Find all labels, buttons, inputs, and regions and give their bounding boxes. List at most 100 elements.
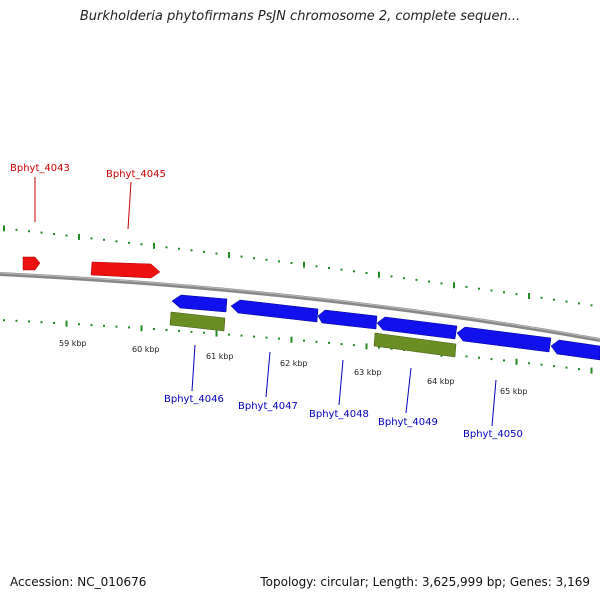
- lower-tick-12: [153, 328, 155, 331]
- upper-tick-38: [478, 287, 480, 290]
- lower-tick-37: [465, 355, 468, 358]
- lower-tick-42: [528, 362, 530, 365]
- leader-bphyt-4048: [338, 359, 344, 406]
- forward-gene-labels: Bphyt_4043 Bphyt_4045: [10, 163, 166, 230]
- tick-label-61: 61 kbp: [206, 352, 234, 361]
- gene-bphyt-4043-arrow[interactable]: [22, 256, 41, 271]
- reverse-genes: [171, 294, 600, 361]
- rna-features: [169, 311, 457, 358]
- label-bphyt-4050[interactable]: Bphyt_4050: [463, 429, 523, 440]
- upper-tick-36: [453, 282, 455, 289]
- gene-bphyt-4049-arrow[interactable]: [456, 326, 552, 353]
- upper-tick-30: [378, 271, 380, 278]
- gene-bphyt-4048-arrow[interactable]: [376, 316, 458, 340]
- upper-tick-12: [153, 242, 155, 249]
- label-bphyt-4045[interactable]: Bphyt_4045: [106, 169, 166, 180]
- lower-tick-4: [53, 321, 55, 324]
- upper-tick-22: [278, 260, 280, 263]
- upper-tick-11: [140, 243, 143, 246]
- upper-tick-46: [578, 302, 580, 305]
- lower-tick-23: [290, 336, 293, 343]
- upper-tick-34: [428, 280, 430, 283]
- topology-summary: Topology: circular; Length: 3,625,999 bp…: [260, 575, 590, 589]
- lower-tick-6: [78, 323, 80, 326]
- lower-tick-28: [353, 344, 355, 347]
- label-bphyt-4043[interactable]: Bphyt_4043: [10, 163, 70, 174]
- upper-tick-19: [240, 255, 243, 258]
- tick-label-62: 62 kbp: [280, 359, 308, 368]
- lower-tick-8: [103, 324, 105, 327]
- map-title: Burkholderia phytofirmans PsJN chromosom…: [79, 9, 521, 24]
- lower-tick-44: [553, 365, 555, 368]
- upper-tick-26: [328, 267, 330, 269]
- upper-tick-0: [3, 225, 5, 232]
- upper-tick-5: [65, 234, 68, 237]
- rna-feature-2[interactable]: [373, 332, 457, 358]
- lower-tick-29: [365, 343, 368, 350]
- lower-tick-14: [178, 329, 180, 332]
- upper-tick-14: [178, 247, 180, 250]
- upper-tick-45: [565, 300, 568, 303]
- upper-tick-32: [403, 277, 405, 280]
- label-bphyt-4047[interactable]: Bphyt_4047: [238, 401, 298, 412]
- leader-bphyt-4050: [491, 379, 497, 427]
- chromosome-backbone: [0, 272, 600, 342]
- upper-tick-37: [465, 285, 468, 288]
- upper-tick-40: [503, 291, 505, 294]
- upper-tick-29: [365, 272, 368, 274]
- upper-tick-3: [40, 231, 43, 234]
- label-bphyt-4046[interactable]: Bphyt_4046: [164, 394, 224, 405]
- upper-tick-42: [528, 293, 530, 299]
- upper-tick-9: [115, 240, 118, 243]
- gene-bphyt-4046-arrow[interactable]: [171, 294, 228, 313]
- lower-tick-26: [328, 341, 330, 344]
- upper-tick-44: [553, 298, 555, 301]
- gene-bphyt-4047b-arrow[interactable]: [317, 309, 378, 330]
- tick-label-65: 65 kbp: [500, 387, 528, 396]
- gene-bphyt-4045-arrow[interactable]: [90, 261, 161, 279]
- lower-tick-40: [503, 359, 505, 362]
- upper-tick-row: [3, 225, 593, 307]
- leader-bphyt-4047: [265, 351, 271, 398]
- upper-tick-18: [228, 252, 230, 258]
- lower-tick-22: [278, 337, 280, 340]
- gene-bphyt-4050-arrow[interactable]: [550, 339, 600, 361]
- label-bphyt-4049[interactable]: Bphyt_4049: [378, 417, 438, 428]
- upper-tick-27: [340, 268, 343, 271]
- rna-feature-1[interactable]: [169, 311, 226, 332]
- leader-bphyt-4045: [127, 181, 132, 230]
- gene-bphyt-4047-arrow[interactable]: [230, 299, 319, 323]
- upper-tick-10: [128, 241, 130, 244]
- upper-tick-24: [303, 261, 305, 268]
- upper-tick-13: [165, 246, 168, 249]
- upper-tick-21: [265, 258, 268, 261]
- upper-tick-25: [315, 265, 318, 268]
- upper-tick-39: [490, 289, 493, 292]
- upper-tick-15: [190, 249, 193, 252]
- upper-tick-7: [90, 237, 93, 240]
- lower-tick-9: [115, 325, 118, 328]
- lower-tick-0: [3, 319, 5, 322]
- lower-tick-39: [490, 358, 493, 361]
- lower-tick-31: [390, 347, 393, 350]
- lower-tick-7: [90, 324, 93, 327]
- lower-tick-15: [190, 330, 193, 333]
- lower-tick-21: [265, 336, 268, 339]
- leader-bphyt-4049: [405, 367, 412, 414]
- lower-tick-41: [515, 358, 518, 365]
- upper-tick-6: [78, 233, 80, 240]
- lower-tick-27: [340, 343, 343, 346]
- tick-label-64: 64 kbp: [427, 377, 455, 386]
- accession-label: Accession: NC_010676: [10, 575, 147, 589]
- lower-tick-20: [253, 335, 255, 338]
- upper-tick-28: [353, 270, 355, 273]
- lower-tick-2: [28, 320, 30, 323]
- lower-tick-30: [378, 346, 380, 349]
- lower-tick-45: [565, 366, 568, 369]
- label-bphyt-4048[interactable]: Bphyt_4048: [309, 409, 369, 420]
- lower-tick-5: [65, 320, 68, 327]
- reverse-gene-labels: Bphyt_4046 Bphyt_4047 Bphyt_4048 Bphyt_4…: [164, 344, 523, 440]
- upper-tick-4: [53, 233, 55, 235]
- lower-tick-19: [240, 334, 243, 337]
